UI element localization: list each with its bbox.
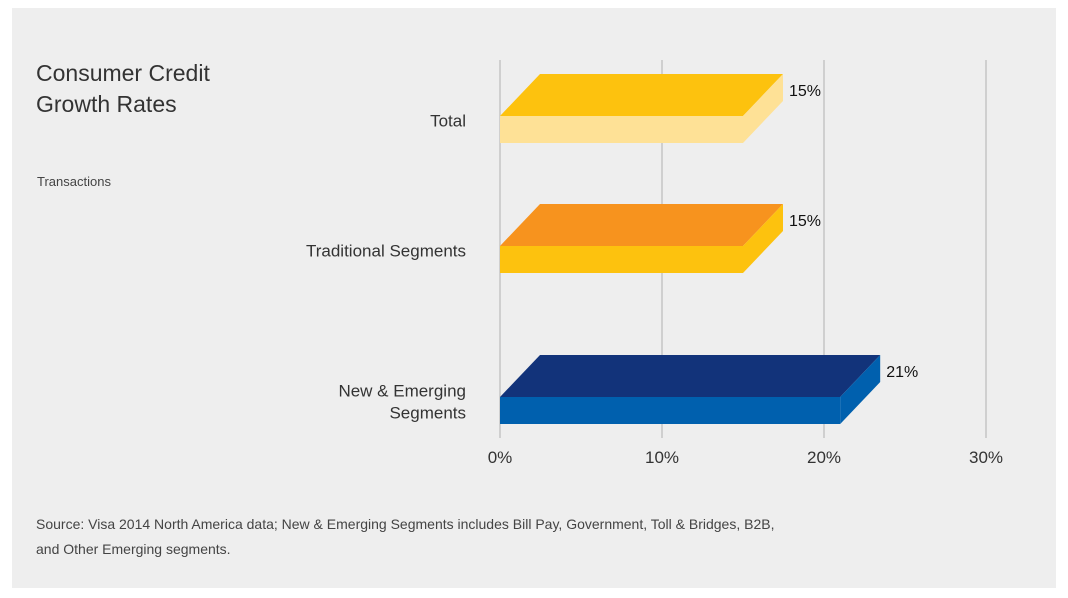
category-label: New & Emerging Segments [338, 382, 466, 423]
x-tick-label: 30% [969, 448, 1003, 467]
category-label-line: Total [430, 112, 466, 131]
category-label-line: Segments [389, 404, 466, 423]
x-tick-label: 20% [807, 448, 841, 467]
chart-subtitle: Transactions [37, 174, 111, 189]
source-note: Source: Visa 2014 North America data; Ne… [36, 516, 775, 557]
chart-title: Consumer Credit Growth Rates [36, 60, 210, 117]
x-tick-label: 0% [488, 448, 513, 467]
category-label: Total [430, 112, 466, 131]
bar-value-label: 15% [789, 83, 821, 100]
bar-front-face [500, 397, 841, 424]
bar-value-label: 21% [886, 364, 918, 381]
bar-top-face [500, 355, 881, 397]
bar-front-face [500, 116, 743, 143]
bar-top-face [500, 204, 783, 246]
category-label-line: Traditional Segments [306, 242, 466, 261]
x-tick-label: 10% [645, 448, 679, 467]
bar-front-face [500, 246, 743, 273]
bar-side-face [743, 74, 783, 143]
bar-side-face [743, 204, 783, 273]
bar-top-face [500, 74, 783, 116]
bar-value-label: 15% [789, 213, 821, 230]
category-label-line: New & Emerging [338, 382, 466, 401]
bar-side-face [840, 355, 881, 424]
category-label: Traditional Segments [306, 242, 466, 261]
